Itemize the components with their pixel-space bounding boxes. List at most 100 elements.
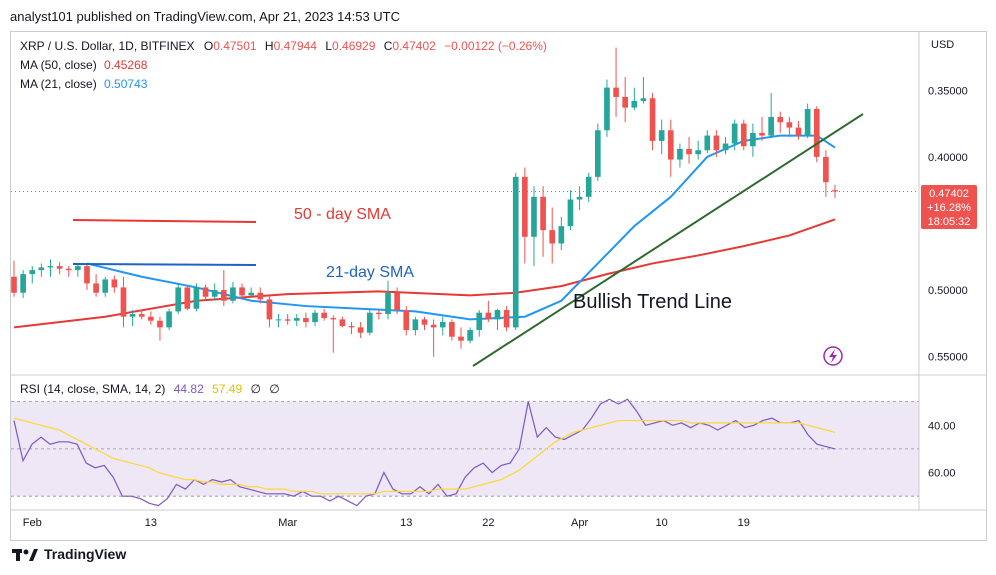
bullish-trend-line[interactable] (472, 113, 864, 367)
candle-up (193, 283, 200, 312)
candle-down (740, 119, 747, 151)
candle-body (239, 287, 245, 296)
rsi-value: 44.82 (174, 382, 204, 396)
legend-row: XRP / U.S. Dollar, 1D, BITFINEX O0.47501… (20, 39, 547, 53)
candle-up (750, 123, 756, 157)
footer: TradingView (12, 546, 126, 562)
lightning-icon[interactable] (823, 346, 843, 366)
candle-down (157, 316, 163, 341)
candle-up (412, 316, 419, 336)
candle-body (102, 279, 109, 293)
candle-body (494, 310, 501, 320)
candle-body (20, 274, 26, 293)
rsi-legend: RSI (14, close, SMA, 14, 2) 44.82 57.49 … (20, 382, 280, 396)
candle-down (613, 47, 619, 117)
candle-body (75, 266, 81, 271)
candle-down (430, 319, 437, 357)
candle-down (376, 310, 382, 320)
time-tick-label: 22 (482, 517, 494, 529)
candle-body (129, 314, 136, 317)
rsi-null-2: ∅ (269, 382, 279, 396)
rsi-lines (13, 398, 836, 507)
candle-down (120, 276, 127, 328)
sma21-annotation-label: 21-day SMA (326, 264, 414, 281)
candle-body (667, 130, 674, 160)
candle-body (166, 311, 172, 328)
publish-info: analyst101 published on TradingView.com,… (10, 9, 401, 24)
badge-price: 0.47402 (929, 188, 969, 200)
price-badge (921, 185, 977, 229)
time-tick-label: Feb (23, 517, 42, 529)
rsi-bands (11, 190, 919, 497)
candle-up (293, 314, 300, 327)
ma50-legend: MA (50, close) 0.45268 (20, 58, 148, 72)
candle-up (102, 276, 109, 297)
sma50-annotation-line (72, 219, 257, 223)
tradingview-logo-icon (12, 549, 38, 561)
candle-body (266, 299, 273, 320)
candle-down (220, 270, 227, 307)
candle-up (211, 283, 218, 301)
candle-body (65, 268, 72, 271)
candle-down (138, 310, 145, 320)
candle-body (84, 266, 90, 284)
candle-down (84, 264, 90, 291)
candle-down (148, 311, 154, 325)
candle-down (449, 319, 455, 341)
candle-body (148, 316, 154, 321)
candle-up (312, 310, 318, 327)
candle-up (567, 190, 574, 231)
candle-body (11, 276, 17, 293)
candle-body (248, 292, 255, 296)
candle-up (631, 87, 638, 111)
sma21-annotation-line (72, 263, 257, 266)
candle-up (731, 119, 738, 151)
candle-down (111, 275, 118, 293)
candle-body (385, 292, 391, 315)
candle-down (65, 266, 72, 277)
close-value: 0.47402 (392, 39, 436, 53)
candle-body (430, 324, 437, 328)
candle-body (439, 322, 446, 328)
candle-body (522, 176, 528, 237)
candle-body (540, 196, 546, 231)
candle-body (412, 319, 419, 331)
candle-body (348, 326, 355, 328)
candle-up (604, 79, 610, 137)
candle-up (439, 316, 446, 336)
time-axis: Feb 13 Mar 13 22 Apr 10 19 (23, 517, 750, 529)
ma50-label: MA (50, close) (20, 58, 97, 72)
candle-down (339, 316, 346, 328)
candle-body (339, 319, 346, 327)
candle-body (558, 226, 565, 244)
rsi-tick-label: 40.00 (928, 420, 956, 432)
low-label: L (325, 39, 332, 53)
candle-up (585, 172, 592, 203)
candle-body (695, 150, 701, 155)
candle-body (722, 143, 729, 151)
high-value: 0.47944 (274, 39, 318, 53)
sma50-annotation-label: 50 - day SMA (294, 206, 391, 223)
candle-up (494, 308, 501, 331)
candle-body (549, 230, 556, 244)
candle-down (303, 312, 309, 328)
candle-down (832, 184, 838, 199)
candle-body (312, 312, 318, 323)
candle-up (166, 308, 172, 331)
candle-up (385, 280, 391, 320)
candle-down (522, 167, 528, 264)
candle-down (266, 295, 273, 328)
candle-body (640, 98, 647, 101)
candle-body (202, 287, 209, 297)
candle-body (631, 100, 638, 108)
price-tick-label: 0.50000 (928, 285, 968, 297)
footer-brand[interactable]: TradingView (44, 546, 127, 562)
candle-down (503, 306, 510, 332)
rsi-null-1: ∅ (250, 382, 260, 396)
rsi-sma-value: 57.49 (212, 382, 242, 396)
candle-body (832, 190, 838, 192)
candle-down (330, 315, 337, 353)
candle-down (823, 150, 829, 197)
candle-up (531, 186, 537, 267)
